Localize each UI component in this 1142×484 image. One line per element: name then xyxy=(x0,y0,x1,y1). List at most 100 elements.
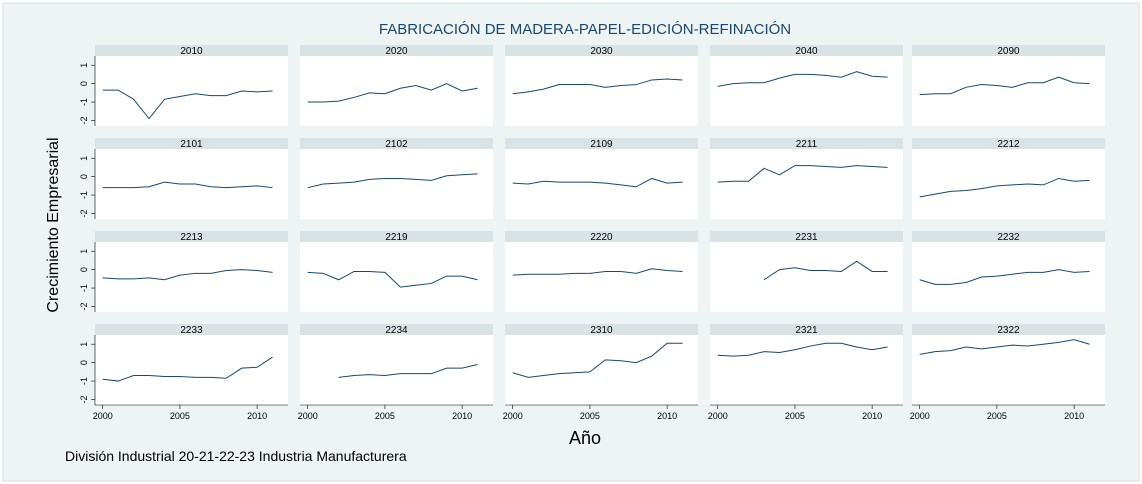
panel-title: 2040 xyxy=(795,46,818,57)
panel-strip xyxy=(710,231,903,242)
x-tick-label: 2010 xyxy=(247,411,267,421)
x-tick-label: 2000 xyxy=(298,411,318,421)
y-tick-label: 1 xyxy=(79,156,89,161)
plot-area xyxy=(95,56,288,126)
series-line xyxy=(919,177,1090,198)
plot-area xyxy=(710,56,903,126)
plot-area xyxy=(505,149,698,219)
series-line xyxy=(102,356,273,382)
panel-title: 2213 xyxy=(180,232,203,243)
panel-title: 2212 xyxy=(997,139,1020,150)
y-tick-label: -2 xyxy=(79,302,89,310)
x-tick-label: 2005 xyxy=(580,411,600,421)
panel-title: 2231 xyxy=(795,232,818,243)
x-tick-label: 2000 xyxy=(708,411,728,421)
y-tick-label: 1 xyxy=(79,249,89,254)
series-line xyxy=(717,342,888,357)
series-line xyxy=(919,339,1090,355)
panel-title: 2030 xyxy=(590,46,613,57)
chart-title: FABRICACIÓN DE MADERA-PAPEL-EDICIÓN-REFI… xyxy=(379,21,791,38)
plot-area xyxy=(710,335,903,405)
series-line xyxy=(307,83,478,103)
series-line xyxy=(512,342,683,378)
panel-strip xyxy=(710,324,903,335)
panel-strip xyxy=(912,45,1105,56)
plot-area xyxy=(912,335,1105,405)
panel-strip xyxy=(300,45,493,56)
panel-title: 2102 xyxy=(385,139,408,150)
y-tick-label: 0 xyxy=(79,360,89,365)
plot-area xyxy=(505,56,698,126)
series-line xyxy=(307,173,478,189)
panel-strip xyxy=(95,45,288,56)
panel-strip xyxy=(912,231,1105,242)
series-line xyxy=(512,268,683,276)
panel-title: 2322 xyxy=(997,325,1020,336)
x-tick-label: 2010 xyxy=(657,411,677,421)
panel-title: 2020 xyxy=(385,46,408,57)
series-line xyxy=(512,78,683,95)
series-line xyxy=(338,363,478,378)
series-line xyxy=(512,177,683,188)
x-tick-label: 2005 xyxy=(785,411,805,421)
panel-title: 2234 xyxy=(385,325,408,336)
panel-title: 2220 xyxy=(590,232,613,243)
plot-area xyxy=(300,56,493,126)
series-line xyxy=(307,270,478,288)
y-tick-label: 0 xyxy=(79,174,89,179)
panel-title: 2233 xyxy=(180,325,203,336)
plot-area xyxy=(95,242,288,312)
panel-title: 2321 xyxy=(795,325,818,336)
panel-strip xyxy=(95,324,288,335)
y-tick-label: -2 xyxy=(79,395,89,403)
x-tick-label: 2000 xyxy=(93,411,113,421)
x-tick-label: 2010 xyxy=(1064,411,1084,421)
series-line xyxy=(717,71,888,87)
series-line xyxy=(102,181,273,189)
y-tick-label: -2 xyxy=(79,209,89,217)
plot-area xyxy=(95,335,288,405)
y-axis-title: Crecimiento Empresarial xyxy=(45,137,62,312)
panel-strip xyxy=(710,45,903,56)
series-line xyxy=(102,89,273,120)
series-line xyxy=(763,260,888,281)
x-tick-label: 2010 xyxy=(862,411,882,421)
x-tick-label: 2005 xyxy=(375,411,395,421)
y-tick-label: 1 xyxy=(79,63,89,68)
y-tick-label: -2 xyxy=(79,116,89,124)
panel-strip xyxy=(300,231,493,242)
y-tick-label: -1 xyxy=(79,284,89,292)
panel-strip xyxy=(912,324,1105,335)
series-line xyxy=(919,269,1090,285)
panel-strip xyxy=(95,138,288,149)
panel-title: 2232 xyxy=(997,232,1020,243)
x-axis-title: Año xyxy=(569,428,601,448)
panel-strip xyxy=(912,138,1105,149)
y-tick-label: -1 xyxy=(79,98,89,106)
series-line xyxy=(102,269,273,281)
plot-area xyxy=(300,149,493,219)
plot-area xyxy=(300,335,493,405)
plot-area xyxy=(710,242,903,312)
y-tick-label: -1 xyxy=(79,377,89,385)
y-tick-label: 1 xyxy=(79,342,89,347)
series-line xyxy=(717,165,888,183)
panel-strip xyxy=(505,231,698,242)
plot-area xyxy=(505,335,698,405)
panel-title: 2101 xyxy=(180,139,203,150)
series-line xyxy=(919,76,1090,96)
plot-area xyxy=(912,242,1105,312)
panel-title: 2090 xyxy=(997,46,1020,57)
panel-title: 2211 xyxy=(796,139,818,150)
panel-strip xyxy=(710,138,903,149)
panel-title: 2310 xyxy=(590,325,613,336)
note: División Industrial 20-21-22-23 Industri… xyxy=(65,448,407,464)
y-tick-label: 0 xyxy=(79,267,89,272)
plot-area xyxy=(710,149,903,219)
panel-strip xyxy=(300,324,493,335)
x-tick-label: 2005 xyxy=(170,411,190,421)
plot-area xyxy=(505,242,698,312)
plot-area xyxy=(912,149,1105,219)
x-tick-label: 2010 xyxy=(452,411,472,421)
